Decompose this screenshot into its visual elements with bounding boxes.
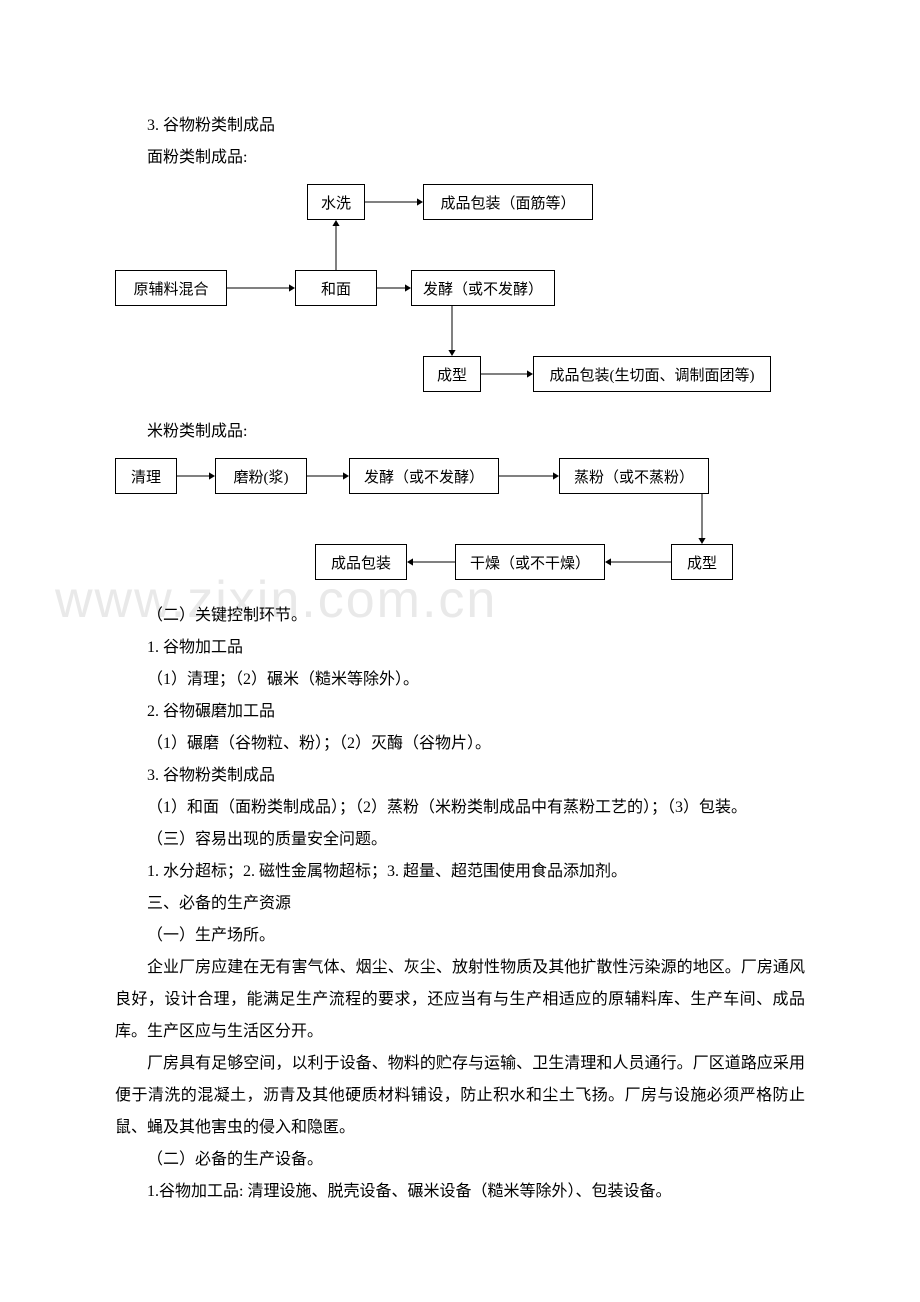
body-text-container: （二）关键控制环节。1. 谷物加工品（1）清理；（2）碾米（糙米等除外）。2. … [115, 600, 805, 1208]
body-paragraph: 企业厂房应建在无有害气体、烟尘、灰尘、放射性物质及其他扩散性污染源的地区。厂房通… [115, 952, 805, 1048]
body-paragraph: （二）必备的生产设备。 [115, 1144, 805, 1176]
flow-arrows [115, 452, 815, 592]
section-heading-3: 3. 谷物粉类制成品 [115, 110, 805, 142]
body-paragraph: 1. 谷物加工品 [115, 632, 805, 664]
flowchart-flour: 原辅料混合和面水洗成品包装（面筋等）发酵（或不发酵）成型成品包装(生切面、调制面… [115, 178, 815, 408]
body-paragraph: 三、必备的生产资源 [115, 888, 805, 920]
body-paragraph: 1.谷物加工品: 清理设施、脱壳设备、碾米设备（糙米等除外）、包装设备。 [115, 1176, 805, 1208]
body-paragraph: 1. 水分超标；2. 磁性金属物超标；3. 超量、超范围使用食品添加剂。 [115, 856, 805, 888]
body-paragraph: 3. 谷物粉类制成品 [115, 760, 805, 792]
body-paragraph: （1）和面（面粉类制成品）；（2）蒸粉（米粉类制成品中有蒸粉工艺的）；（3）包装… [115, 792, 805, 824]
body-paragraph: （1）碾磨（谷物粒、粉）；（2）灭酶（谷物片）。 [115, 728, 805, 760]
body-paragraph: （一）生产场所。 [115, 920, 805, 952]
body-paragraph: （1）清理；（2）碾米（糙米等除外）。 [115, 664, 805, 696]
flowchart-rice: 清理磨粉(浆)发酵（或不发酵）蒸粉（或不蒸粉）成型干燥（或不干燥）成品包装 [115, 452, 815, 592]
body-paragraph: 厂房具有足够空间，以利于设备、物料的贮存与运输、卫生清理和人员通行。厂区道路应采… [115, 1048, 805, 1144]
sub-heading-rice: 米粉类制成品: [115, 416, 805, 448]
body-paragraph: 2. 谷物碾磨加工品 [115, 696, 805, 728]
flow-arrows [115, 178, 815, 408]
sub-heading-flour: 面粉类制成品: [115, 142, 805, 174]
body-paragraph: （三）容易出现的质量安全问题。 [115, 824, 805, 856]
body-paragraph: （二）关键控制环节。 [115, 600, 805, 632]
